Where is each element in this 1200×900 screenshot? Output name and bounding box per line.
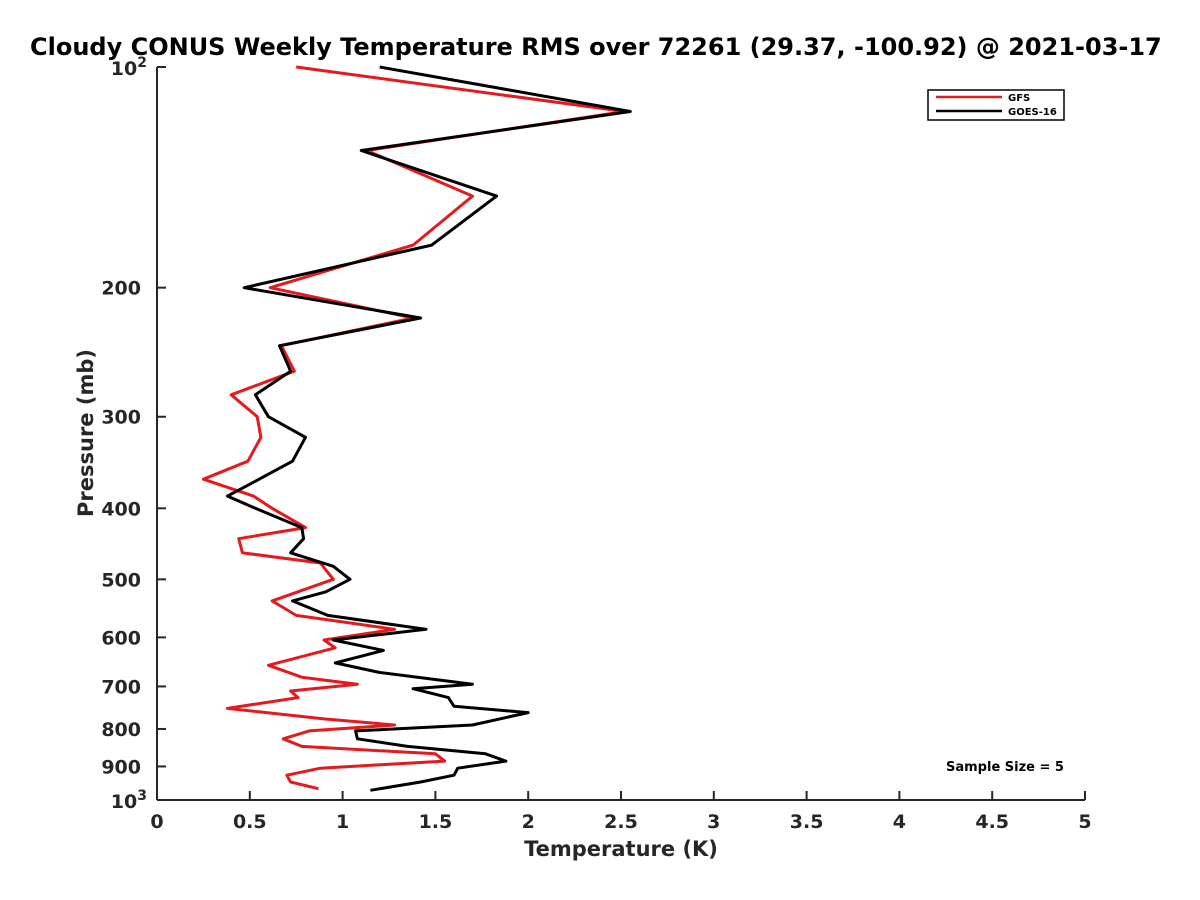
legend-label-goes16: GOES-16 [1008, 107, 1057, 118]
series-group [201, 65, 632, 792]
y-ticks: 200 300 400 500 600 700 800 900 102 103 [101, 55, 166, 813]
x-tick-label: 3 [707, 811, 720, 833]
x-tick-label: 0.5 [233, 811, 267, 833]
x-tick-label: 4.5 [975, 811, 1009, 833]
y-tick-label: 900 [101, 756, 141, 778]
y-tick-label: 200 [101, 278, 141, 300]
y-tick-label: 500 [101, 569, 141, 591]
legend-box [927, 89, 1065, 121]
x-axis-label: Temperature (K) [524, 837, 718, 861]
chart-title: Cloudy CONUS Weekly Temperature RMS over… [30, 33, 1162, 61]
legend: GFS GOES-16 [927, 89, 1065, 121]
y-tick-label-power: 103 [111, 788, 147, 813]
series-line-goes16 [226, 65, 632, 792]
series-line-gfs [201, 65, 627, 791]
sample-size-annotation: Sample Size = 5 [946, 760, 1064, 775]
x-tick-label: 5 [1078, 811, 1091, 833]
y-tick-label-power: 102 [111, 55, 147, 80]
y-tick-label: 700 [101, 676, 141, 698]
y-tick-label: 600 [101, 627, 141, 649]
y-axis-label: Pressure (mb) [74, 349, 98, 517]
x-tick-label: 3.5 [790, 811, 824, 833]
x-tick-label: 1 [336, 811, 349, 833]
x-tick-label: 4 [893, 811, 906, 833]
x-tick-label: 1.5 [419, 811, 453, 833]
x-tick-label: 0 [150, 811, 163, 833]
y-tick-label: 800 [101, 719, 141, 741]
x-ticks: 0 0.5 1 1.5 2 2.5 3 3.5 4 4.5 5 [150, 791, 1092, 833]
legend-label-gfs: GFS [1008, 93, 1030, 104]
x-tick-label: 2.5 [604, 811, 638, 833]
x-tick-label: 2 [522, 811, 535, 833]
y-tick-label: 300 [101, 407, 141, 429]
y-tick-label: 400 [101, 498, 141, 520]
